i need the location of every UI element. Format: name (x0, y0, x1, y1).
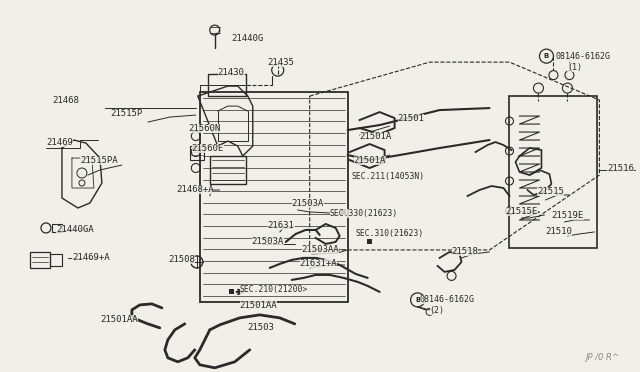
Text: 21631: 21631 (268, 221, 294, 231)
Bar (229, 289, 234, 294)
Text: 21515: 21515 (538, 187, 564, 196)
Text: 21503AA: 21503AA (301, 246, 339, 254)
Text: 21501A: 21501A (354, 155, 386, 164)
Text: 21435: 21435 (268, 58, 294, 67)
Bar (52, 224, 62, 232)
Text: 21519E: 21519E (552, 211, 584, 221)
Bar (30, 252, 50, 268)
Text: 21501AA: 21501AA (240, 301, 277, 310)
Text: 21631+A: 21631+A (300, 259, 337, 269)
Text: SEC.310(21623): SEC.310(21623) (356, 230, 424, 238)
Text: 21516: 21516 (607, 164, 634, 173)
Text: SEC.211(14053N): SEC.211(14053N) (351, 171, 425, 180)
Text: SEC.330(21623): SEC.330(21623) (330, 209, 398, 218)
Text: (2): (2) (429, 307, 445, 315)
Text: 21468: 21468 (52, 96, 79, 105)
Text: 21503A: 21503A (292, 199, 324, 208)
Text: 21469: 21469 (46, 138, 73, 147)
Text: 21515P: 21515P (110, 109, 142, 118)
Bar (210, 156, 246, 184)
Text: 21430: 21430 (218, 68, 244, 77)
Text: 21440GA: 21440GA (56, 225, 93, 234)
Text: 21560N: 21560N (188, 124, 220, 132)
Text: 21518: 21518 (452, 247, 479, 256)
Bar (367, 240, 372, 244)
Bar (190, 146, 204, 160)
Text: 21501: 21501 (397, 113, 424, 122)
Text: 21503: 21503 (248, 323, 275, 332)
Text: B: B (415, 297, 420, 303)
Text: 21515E: 21515E (506, 208, 538, 217)
Text: 21468+A: 21468+A (176, 186, 214, 195)
Text: 21501A: 21501A (360, 132, 392, 141)
Text: 21515PA: 21515PA (80, 155, 118, 164)
Text: 21503A: 21503A (252, 237, 284, 246)
Text: 21510: 21510 (545, 227, 572, 237)
Bar (509, 96, 597, 248)
Text: SEC.210(21200>: SEC.210(21200> (240, 285, 308, 294)
Text: 21501AA: 21501AA (100, 315, 138, 324)
Text: 21508: 21508 (168, 256, 195, 264)
Text: (1): (1) (568, 62, 582, 72)
Bar (208, 74, 246, 96)
Text: JP /0 R^: JP /0 R^ (586, 353, 620, 362)
Text: B: B (544, 53, 549, 59)
Text: 21560E: 21560E (192, 144, 224, 153)
Bar (200, 92, 348, 302)
Text: 08146-6162G: 08146-6162G (556, 52, 611, 61)
Text: 21440G: 21440G (232, 33, 264, 43)
Bar (50, 254, 62, 266)
Text: 08146-6162G: 08146-6162G (420, 295, 475, 304)
Text: 21469+A: 21469+A (72, 253, 109, 262)
Bar (341, 209, 346, 215)
